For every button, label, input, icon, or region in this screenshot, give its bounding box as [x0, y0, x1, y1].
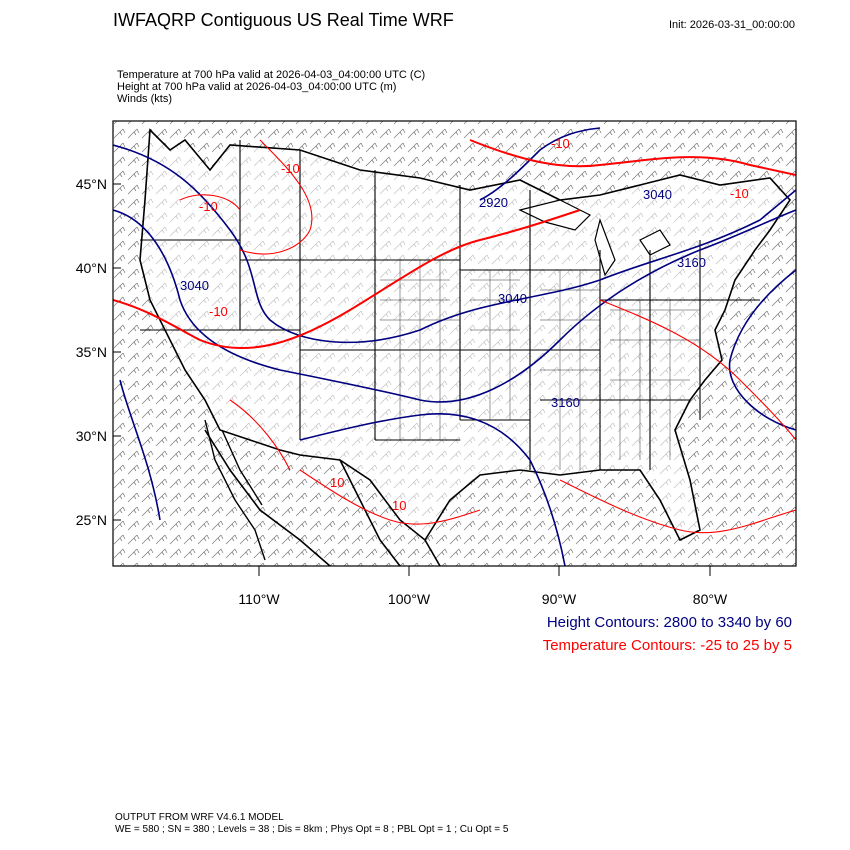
great-lakes	[518, 199, 671, 277]
footer-config: WE = 580 ; SN = 380 ; Levels = 38 ; Dis …	[115, 824, 509, 835]
height-label: 3040	[498, 291, 527, 306]
temperature-label: -10	[730, 186, 749, 201]
page-title: IWFAQRP Contiguous US Real Time WRF	[113, 10, 454, 30]
lon-tick-label: 90°W	[542, 591, 577, 607]
lat-tick-label: 45°N	[76, 176, 107, 192]
state-borders	[140, 140, 760, 470]
subtitle-height: Height at 700 hPa valid at 2026-04-03_04…	[117, 81, 397, 93]
mexico-coast	[204, 429, 441, 566]
height-label: 3040	[643, 187, 672, 202]
lat-tick-marks	[113, 183, 711, 576]
height-label: 2920	[479, 195, 508, 210]
us-outline	[139, 128, 792, 542]
height-label: 3040	[180, 278, 209, 293]
lat-tick-label: 35°N	[76, 344, 107, 360]
lon-tick-label: 110°W	[238, 591, 280, 607]
lon-tick-label: 80°W	[693, 591, 728, 607]
lon-tick-label: 100°W	[388, 591, 431, 607]
temperature-label: 10	[330, 475, 344, 490]
footer-model: OUTPUT FROM WRF V4.6.1 MODEL	[115, 812, 284, 823]
height-label: 3160	[551, 395, 580, 410]
temperature-label: -10	[551, 136, 570, 151]
map-plot-area: 2920 3040 3040 3160 3160 3040 -10 -10 -1…	[113, 121, 796, 566]
temperature-contours	[113, 139, 796, 534]
height-contours	[113, 127, 796, 566]
temperature-label: -10	[199, 199, 218, 214]
height-label: 3160	[677, 255, 706, 270]
subtitle-winds: Winds (kts)	[117, 93, 172, 105]
init-time: Init: 2026-03-31_00:00:00	[669, 19, 795, 31]
subtitle-temperature: Temperature at 700 hPa valid at 2026-04-…	[117, 69, 426, 81]
map-frame	[112, 120, 797, 567]
temperature-label: 10	[392, 498, 406, 513]
lat-tick-label: 25°N	[76, 512, 107, 528]
baja-coast	[204, 419, 266, 561]
temperature-label: -10	[281, 161, 300, 176]
county-lines	[380, 260, 700, 470]
height-contour-legend: Height Contours: 2800 to 3340 by 60	[546, 614, 792, 631]
lat-tick-label: 40°N	[76, 260, 107, 276]
temperature-contour-legend: Temperature Contours: -25 to 25 by 5	[542, 637, 792, 654]
temperature-label: -10	[209, 304, 228, 319]
lat-tick-label: 30°N	[76, 428, 107, 444]
